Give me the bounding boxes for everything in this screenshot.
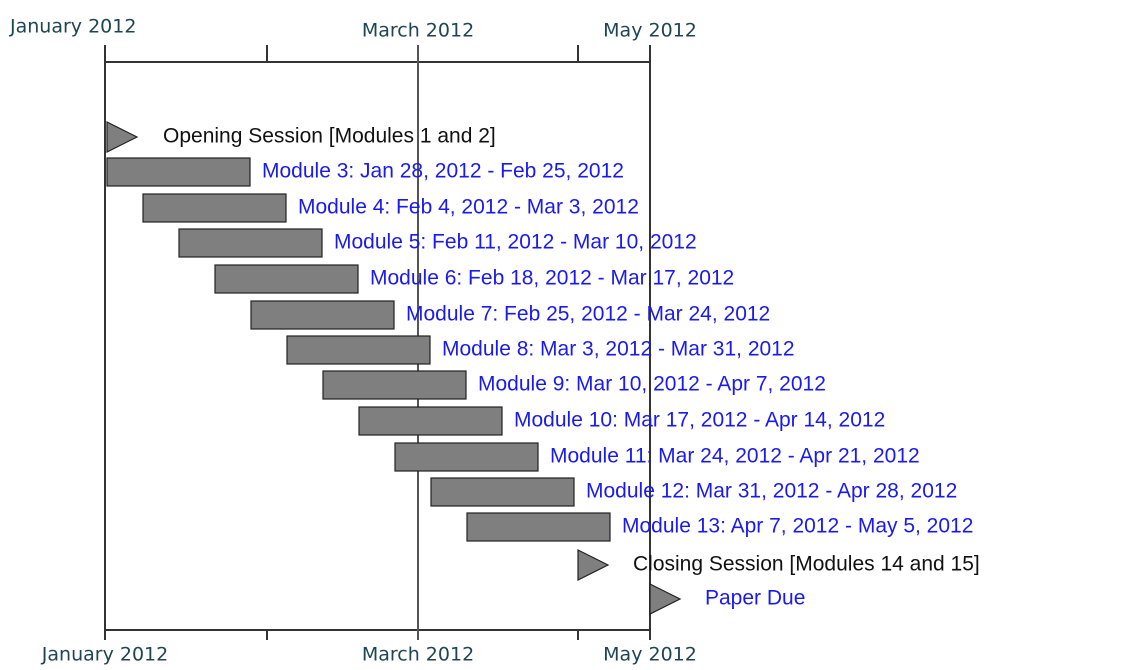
module-bar: [322, 370, 467, 400]
module-bar: [358, 406, 503, 436]
item-label: Module 8: Mar 3, 2012 - Mar 31, 2012: [442, 338, 795, 361]
item-label: Module 9: Mar 10, 2012 - Apr 7, 2012: [478, 373, 826, 396]
module-bar: [466, 512, 611, 542]
module-bar: [214, 264, 359, 294]
module-bar: [250, 300, 395, 330]
milestone: [649, 583, 682, 615]
item-label: Module 7: Feb 25, 2012 - Mar 24, 2012: [406, 303, 770, 326]
item-label: Opening Session [Modules 1 and 2]: [163, 125, 496, 148]
item-label: Module 11: Mar 24, 2012 - Apr 21, 2012: [550, 445, 920, 468]
item-label: Module 10: Mar 17, 2012 - Apr 14, 2012: [514, 409, 885, 432]
item-label: Module 3: Jan 28, 2012 - Feb 25, 2012: [262, 160, 624, 183]
item-label: Module 5: Feb 11, 2012 - Mar 10, 2012: [334, 231, 697, 254]
item-label: Module 4: Feb 4, 2012 - Mar 3, 2012: [298, 196, 639, 219]
module-bar: [178, 228, 323, 258]
item-label: Module 12: Mar 31, 2012 - Apr 28, 2012: [586, 480, 957, 503]
axis-label: January 2012: [9, 16, 136, 38]
item-label: Paper Due: [705, 587, 805, 610]
axis-label: May 2012: [603, 644, 697, 666]
axis-label: May 2012: [603, 20, 697, 42]
axis-label: January 2012: [41, 644, 168, 666]
axis-label: March 2012: [362, 644, 474, 666]
milestone: [106, 121, 139, 153]
item-label: Closing Session [Modules 14 and 15]: [633, 553, 980, 576]
axes: [104, 45, 651, 640]
module-bar: [142, 193, 287, 223]
axis-label: March 2012: [362, 20, 474, 42]
item-label: Module 6: Feb 18, 2012 - Mar 17, 2012: [370, 267, 734, 290]
module-bar: [394, 442, 539, 472]
module-bar: [106, 157, 251, 187]
item-label: Module 13: Apr 7, 2012 - May 5, 2012: [622, 515, 973, 538]
module-bar: [286, 335, 431, 365]
module-bar: [430, 477, 575, 507]
milestone: [577, 549, 610, 581]
